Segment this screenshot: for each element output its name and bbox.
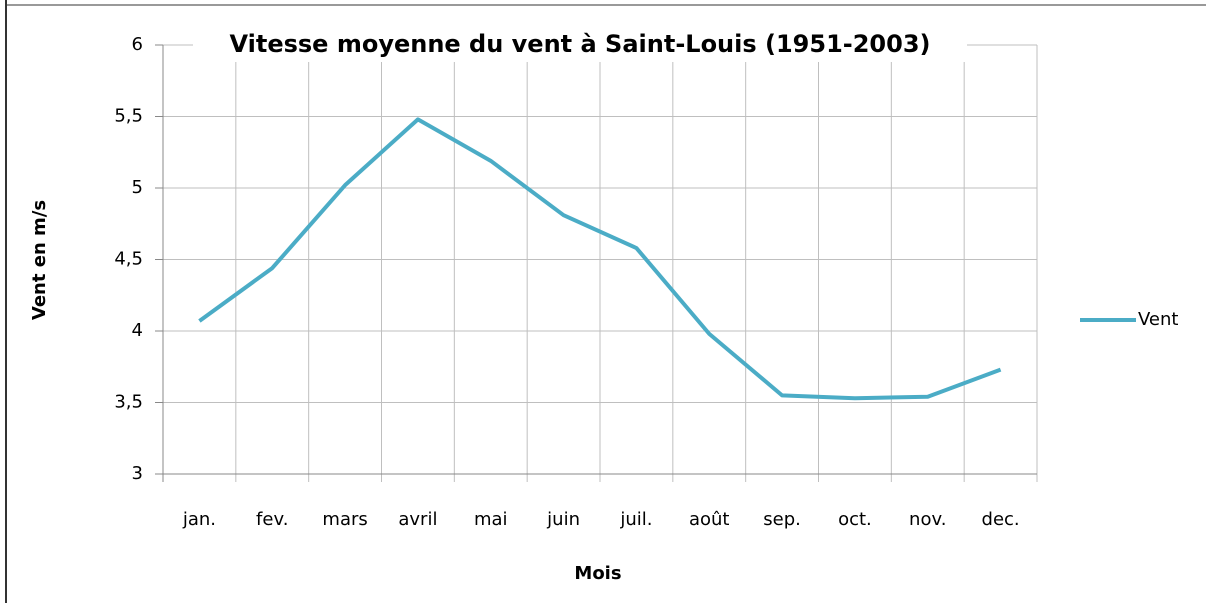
y-tick-label: 3,5 [114,392,143,413]
x-tick-label: août [689,509,730,530]
x-tick-label: jan. [182,509,216,530]
x-axis-label: Mois [574,563,621,584]
y-tick-label: 5,5 [114,106,143,127]
y-axis-label: Vent en m/s [29,200,50,320]
y-tick-label: 5 [132,177,143,198]
title-background [193,28,967,62]
y-tick-label: 4,5 [114,249,143,270]
chart-title: Vitesse moyenne du vent à Saint-Louis (1… [229,30,930,58]
x-tick-label: oct. [838,509,872,530]
y-tick-label: 3 [132,463,143,484]
x-tick-label: avril [398,509,437,530]
x-tick-label: juil. [619,509,652,530]
y-tick-label: 4 [132,320,143,341]
x-tick-label: mai [474,509,508,530]
x-tick-label: mars [322,509,367,530]
y-tick-label: 6 [132,34,143,55]
x-tick-label: fev. [256,509,288,530]
x-tick-label: nov. [909,509,946,530]
x-tick-label: sep. [763,509,801,530]
x-tick-label: dec. [982,509,1020,530]
x-tick-label: juin [546,509,580,530]
legend-label: Vent [1138,309,1178,330]
series-line [198,117,1002,401]
